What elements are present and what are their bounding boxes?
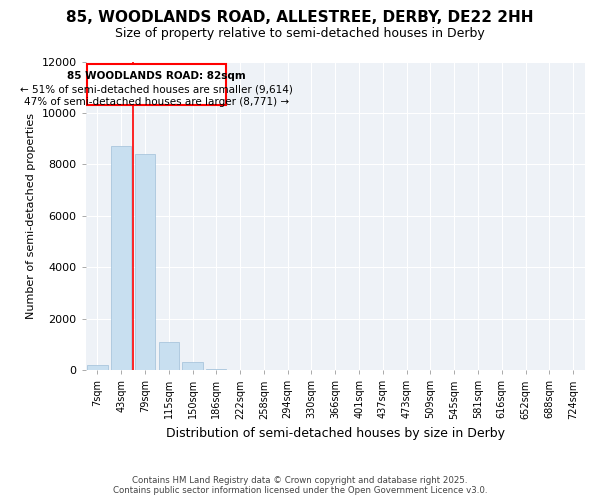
Bar <box>135 154 155 370</box>
Y-axis label: Number of semi-detached properties: Number of semi-detached properties <box>26 113 36 319</box>
Bar <box>182 362 203 370</box>
Text: ← 51% of semi-detached houses are smaller (9,614): ← 51% of semi-detached houses are smalle… <box>20 84 293 94</box>
Text: Size of property relative to semi-detached houses in Derby: Size of property relative to semi-detach… <box>115 28 485 40</box>
X-axis label: Distribution of semi-detached houses by size in Derby: Distribution of semi-detached houses by … <box>166 427 505 440</box>
Bar <box>88 365 107 370</box>
Text: 47% of semi-detached houses are larger (8,771) →: 47% of semi-detached houses are larger (… <box>24 97 289 107</box>
Text: 85, WOODLANDS ROAD, ALLESTREE, DERBY, DE22 2HH: 85, WOODLANDS ROAD, ALLESTREE, DERBY, DE… <box>66 10 534 25</box>
FancyBboxPatch shape <box>87 64 226 105</box>
Bar <box>158 342 179 370</box>
Bar <box>111 146 131 370</box>
Text: Contains HM Land Registry data © Crown copyright and database right 2025.
Contai: Contains HM Land Registry data © Crown c… <box>113 476 487 495</box>
Text: 85 WOODLANDS ROAD: 82sqm: 85 WOODLANDS ROAD: 82sqm <box>67 72 245 82</box>
